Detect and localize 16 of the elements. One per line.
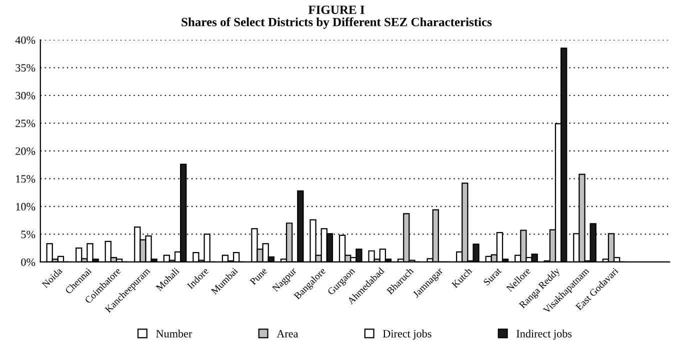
x-tick-label: Pune bbox=[250, 267, 268, 286]
y-tick-label: 35% bbox=[16, 64, 36, 72]
chart-subtitle: Shares of Select Districts by Different SEZ Characteristics bbox=[182, 17, 492, 29]
legend-label: Direct jobs bbox=[382, 330, 432, 340]
legend-label: Number bbox=[156, 330, 192, 338]
legend-label: Indirect jobs bbox=[516, 330, 572, 340]
y-tick-label: 25% bbox=[16, 120, 36, 128]
legend-label: Area bbox=[276, 330, 298, 338]
y-tick-label: 30% bbox=[16, 92, 36, 100]
chart-title: FIGURE I bbox=[308, 6, 364, 14]
y-tick-label: 5% bbox=[21, 230, 36, 238]
y-tick-label: 15% bbox=[16, 175, 36, 183]
y-tick-label: 10% bbox=[16, 202, 36, 210]
y-tick-label: 0% bbox=[21, 258, 36, 266]
y-tick-label: 20% bbox=[16, 147, 36, 155]
y-tick-label: 40% bbox=[15, 36, 36, 44]
